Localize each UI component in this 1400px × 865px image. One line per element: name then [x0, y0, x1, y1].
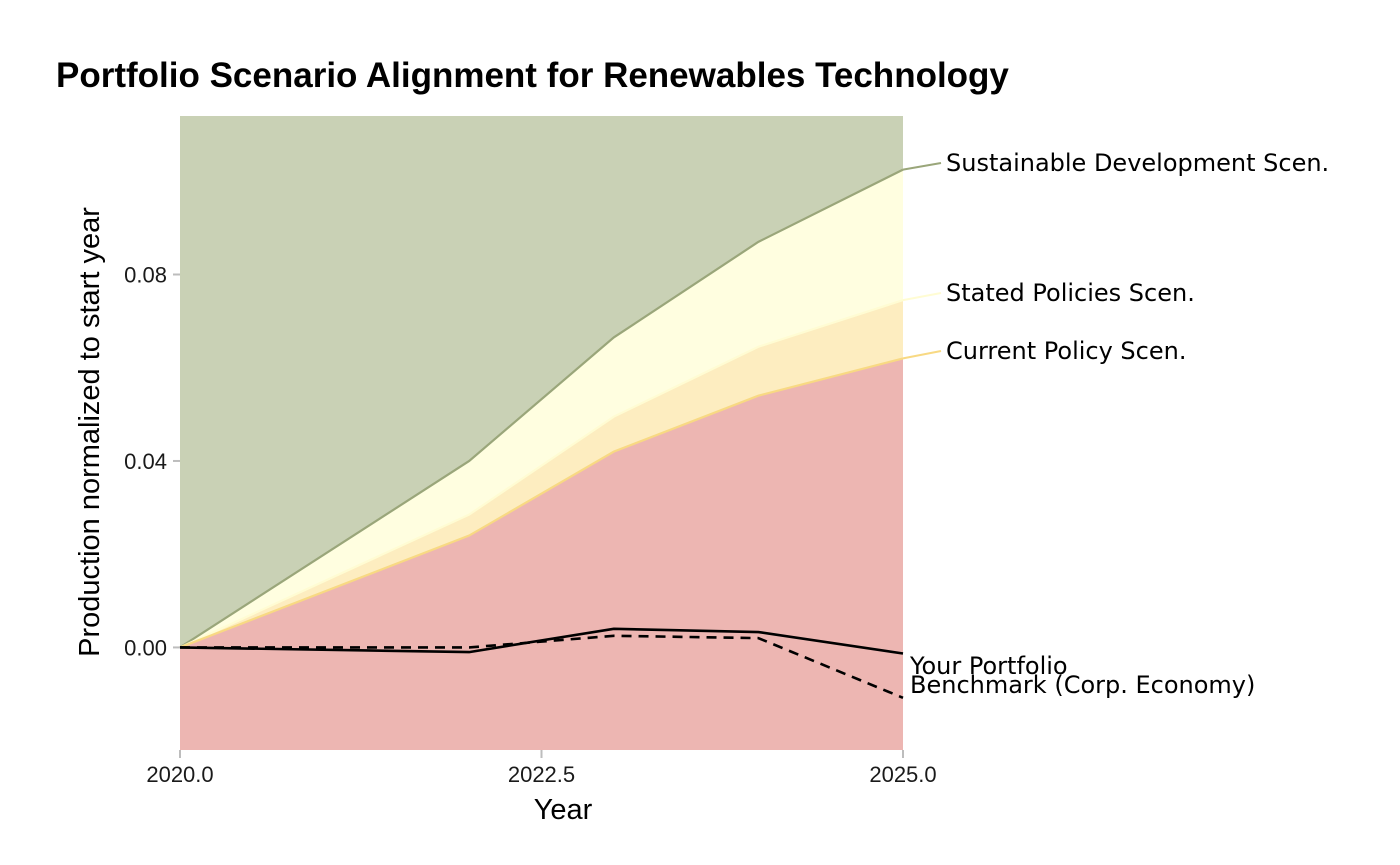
y-tick-label: 0.00: [124, 635, 167, 660]
series-label-stated-policies-scen: Stated Policies Scen.: [946, 279, 1195, 307]
scenario-band-4: [180, 116, 903, 648]
y-tick-label: 0.08: [124, 263, 167, 288]
scenario-band-1: [180, 358, 903, 750]
series-label-current-policy-scen: Current Policy Scen.: [946, 337, 1186, 365]
y-tick-label: 0.04: [124, 449, 167, 474]
label-leader-sustainable-development-scen: [902, 162, 942, 171]
label-leader-current-policy-scen: [902, 350, 942, 360]
chart-title: Portfolio Scenario Alignment for Renewab…: [56, 56, 1009, 95]
scenario-band-2: [180, 300, 903, 648]
x-tick-label: 2020.0: [146, 762, 213, 787]
axes: 0.00 0.04 0.08 2020.0 2022.5 2025.0: [124, 263, 936, 788]
x-tick-label: 2025.0: [869, 762, 936, 787]
scenario-bands: [180, 116, 903, 750]
scenario-line-sustainable-development-scen: [179, 168, 904, 649]
series-labels: Sustainable Development Scen. Stated Poli…: [902, 149, 1329, 699]
scenario-band-3: [180, 169, 903, 648]
scenario-line-stated-policies-scen: [179, 299, 904, 649]
y-axis-title: Production normalized to start year: [74, 207, 106, 657]
portfolio-lines: [179, 627, 904, 699]
series-line-your-portfolio: [179, 627, 904, 655]
x-tick-label: 2022.5: [508, 762, 575, 787]
series-line-benchmark-corp-economy: [180, 634, 904, 699]
label-leader-stated-policies-scen: [902, 292, 942, 302]
x-axis-title: Year: [534, 794, 593, 826]
scenario-lines: [179, 168, 904, 649]
series-label-benchmark-corp-economy: Benchmark (Corp. Economy): [910, 671, 1255, 699]
series-label-your-portfolio: Your Portfolio: [909, 652, 1068, 680]
series-label-sustainable-development-scen: Sustainable Development Scen.: [946, 149, 1329, 177]
scenario-line-current-policy-scen: [179, 357, 904, 649]
